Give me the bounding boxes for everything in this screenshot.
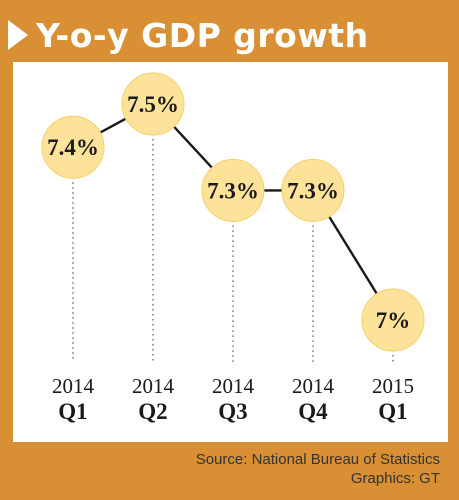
graphics-credit: Graphics: GT [350,470,440,487]
chart-panel: 7.4% 7.5% 7.3% 7.3% 7% 2014 Q1 2014 Q2 2014 Q3 2014… [13,62,448,442]
source-note: Source: National Bureau of Statistics [195,451,440,468]
data-point [41,115,105,179]
tick-label-quarter: Q4 [298,399,328,424]
data-point [201,158,265,222]
play-arrow-icon [8,20,28,50]
chart-title: Y-o-y GDP growth [36,15,369,55]
gdp-line-chart: 7.4%7.5%7.3% 7.3%7%2014Q12014Q22014Q32014… [41,72,425,424]
tick-label-year: 2014 [132,374,175,398]
tick-label-year: 2015 [372,374,414,398]
tick-label-quarter: Q2 [138,399,167,424]
tick-label-year: 2014 [292,374,335,398]
data-label: 7.3% [287,178,339,203]
title-bar: Y-o-y GDP growth [8,12,369,58]
tick-label-quarter: Q3 [218,399,247,424]
tick-label-year: 2014 [212,374,255,398]
footer: Source: National Bureau of Statistics Gr… [0,450,440,488]
data-label: 7.3% [207,178,259,203]
data-point [361,288,425,352]
tick-label-quarter: Q1 [378,399,407,424]
data-label: 7% [376,308,411,333]
data-label: 7.4% [47,135,99,160]
data-label: 7.5% [127,92,179,117]
data-point [281,158,345,222]
tick-label-quarter: Q1 [58,399,87,424]
tick-label-year: 2014 [52,374,95,398]
data-point [121,72,185,136]
